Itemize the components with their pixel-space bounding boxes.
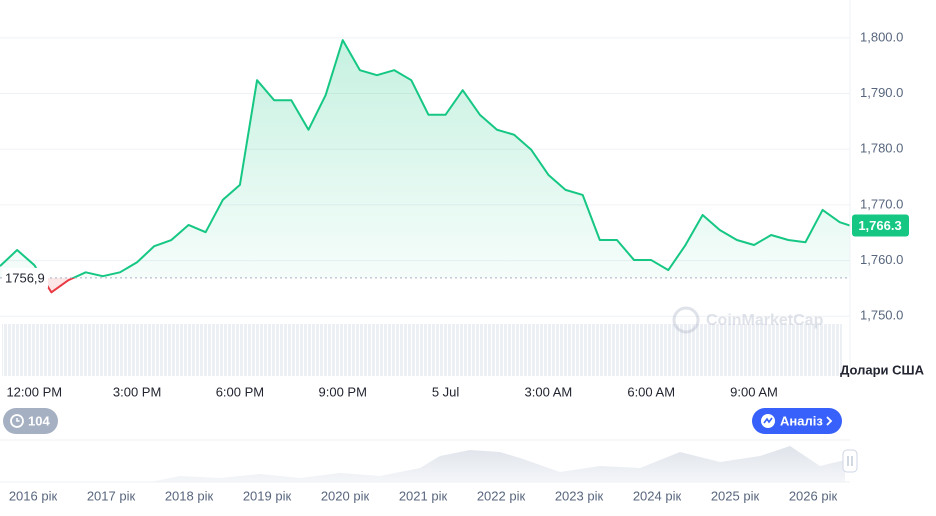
navigator-area — [0, 446, 845, 482]
badge[interactable]: 104 — [3, 408, 58, 434]
navigator — [0, 439, 858, 483]
y-axis-label: Долари США — [840, 362, 925, 377]
navigator-label: 2020 рік — [321, 488, 370, 503]
last-price-badge — [852, 214, 909, 237]
watermark: CoinMarketCap — [672, 306, 824, 334]
navigator-label: 2024 рік — [633, 488, 682, 503]
button-text: Аналіз — [780, 413, 823, 428]
watermark-text: CoinMarketCap — [706, 312, 824, 329]
baseline-label: 1756,9 — [5, 270, 45, 285]
price-area — [0, 40, 850, 293]
navigator-handle[interactable] — [842, 449, 858, 473]
x-tick-label: 5 Jul — [432, 384, 460, 399]
y-tick-label: 1,770.0 — [860, 196, 903, 211]
badge-text: 104 — [28, 413, 50, 428]
x-tick-label: 6:00 PM — [216, 384, 264, 399]
last-price-label: 1,766.3 — [858, 218, 901, 233]
x-tick-label: 6:00 AM — [627, 384, 675, 399]
analysis-button[interactable]: Аналіз — [752, 408, 842, 434]
y-tick-label: 1,790.0 — [860, 85, 903, 100]
x-tick-label: 9:00 AM — [730, 384, 778, 399]
button-bg — [752, 408, 842, 434]
y-tick-label: 1,800.0 — [860, 29, 903, 44]
navigator-label: 2022 рік — [477, 488, 526, 503]
x-tick-label: 3:00 AM — [525, 384, 573, 399]
volume-bars — [2, 324, 842, 376]
navigator-label: 2016 рік — [9, 488, 58, 503]
y-tick-label: 1,750.0 — [860, 308, 903, 323]
navigator-label: 2021 рік — [399, 488, 448, 503]
navigator-label: 2018 рік — [165, 488, 214, 503]
y-tick-label: 1,780.0 — [860, 141, 903, 156]
navigator-label: 2023 рік — [555, 488, 604, 503]
navigator-label: 2025 рік — [711, 488, 760, 503]
navigator-label: 2026 рік — [789, 488, 838, 503]
y-tick-label: 1,760.0 — [860, 252, 903, 267]
price-line — [0, 39, 851, 294]
x-tick-label: 12:00 PM — [6, 384, 62, 399]
navigator-label: 2017 рік — [87, 488, 136, 503]
plot-area — [0, 37, 851, 317]
baseline-label-bg — [2, 267, 48, 288]
navigator-label: 2019 рік — [243, 488, 292, 503]
x-tick-label: 9:00 PM — [319, 384, 367, 399]
x-tick-label: 3:00 PM — [113, 384, 161, 399]
